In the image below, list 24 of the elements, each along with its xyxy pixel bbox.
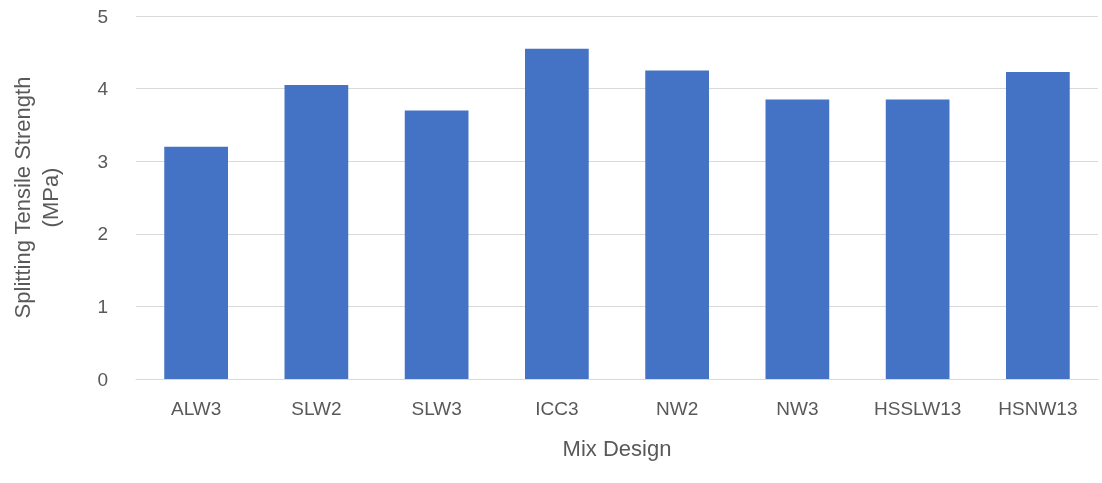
bar	[885, 99, 950, 379]
bar	[404, 110, 469, 379]
y-tick-label: 1	[97, 295, 108, 317]
y-tick-label: 0	[97, 368, 108, 390]
y-tick-label: 2	[97, 223, 108, 245]
x-tick-label: HSSLW13	[873, 398, 962, 419]
y-tick-label: 5	[97, 5, 108, 27]
x-tick-label: HSNW13	[998, 398, 1078, 419]
bar	[164, 146, 228, 379]
bar	[765, 99, 830, 379]
x-tick-label: NW3	[776, 398, 819, 419]
x-axis-title: Mix Design	[562, 435, 672, 461]
y-tick-label: 3	[97, 150, 108, 172]
x-tick-label: ICC3	[535, 398, 579, 419]
y-axis-title: Splitting Tensile Strength (MPa)	[9, 76, 63, 319]
x-tick-label: NW2	[656, 398, 699, 419]
y-tick-label: 4	[97, 78, 109, 100]
x-tick-label: SLW3	[411, 398, 462, 419]
x-tick-label: SLW2	[291, 398, 342, 419]
bar	[1006, 71, 1070, 379]
bar	[284, 84, 349, 379]
bar	[645, 70, 709, 379]
x-tick-label: ALW3	[170, 398, 222, 419]
bar	[525, 48, 589, 379]
